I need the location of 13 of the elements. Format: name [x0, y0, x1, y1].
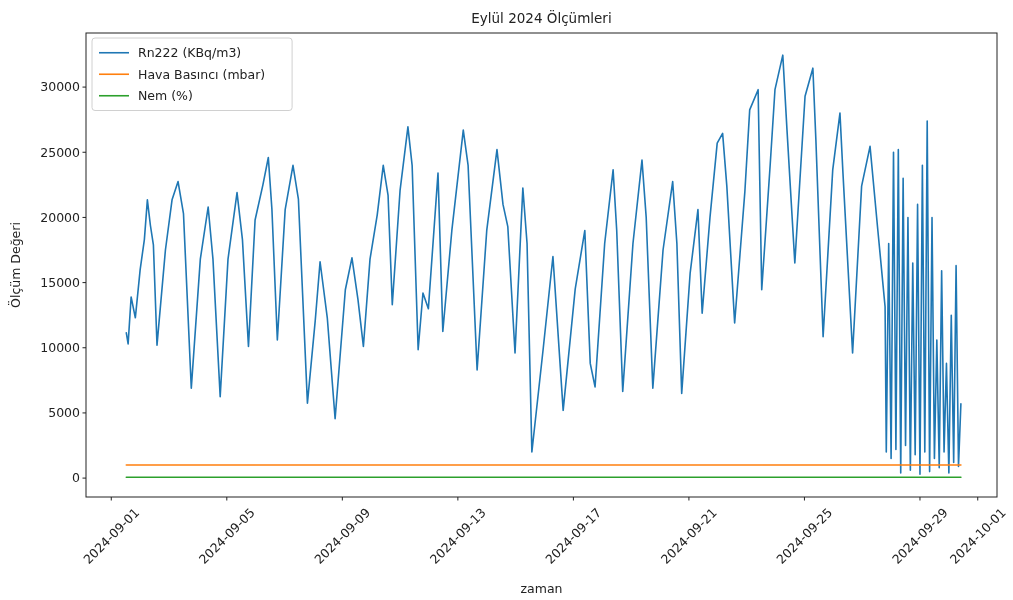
y-axis-title: Ölçüm Değeri	[7, 222, 23, 308]
x-axis-title: zaman	[520, 581, 563, 596]
legend-label: Hava Basıncı (mbar)	[138, 66, 266, 82]
legend-label: Nem (%)	[138, 88, 193, 104]
legend-label: Rn222 (KBq/m3)	[138, 45, 242, 61]
y-tick-label: 15000	[40, 274, 81, 290]
y-tick-label: 30000	[40, 79, 81, 95]
y-tick-label: 10000	[40, 340, 81, 356]
y-tick-label: 0	[72, 470, 81, 486]
y-tick-label: 20000	[40, 209, 81, 225]
y-tick-label: 25000	[40, 144, 81, 160]
y-tick-label: 5000	[48, 405, 81, 421]
chart-title: Eylül 2024 Ölçümleri	[471, 9, 612, 26]
